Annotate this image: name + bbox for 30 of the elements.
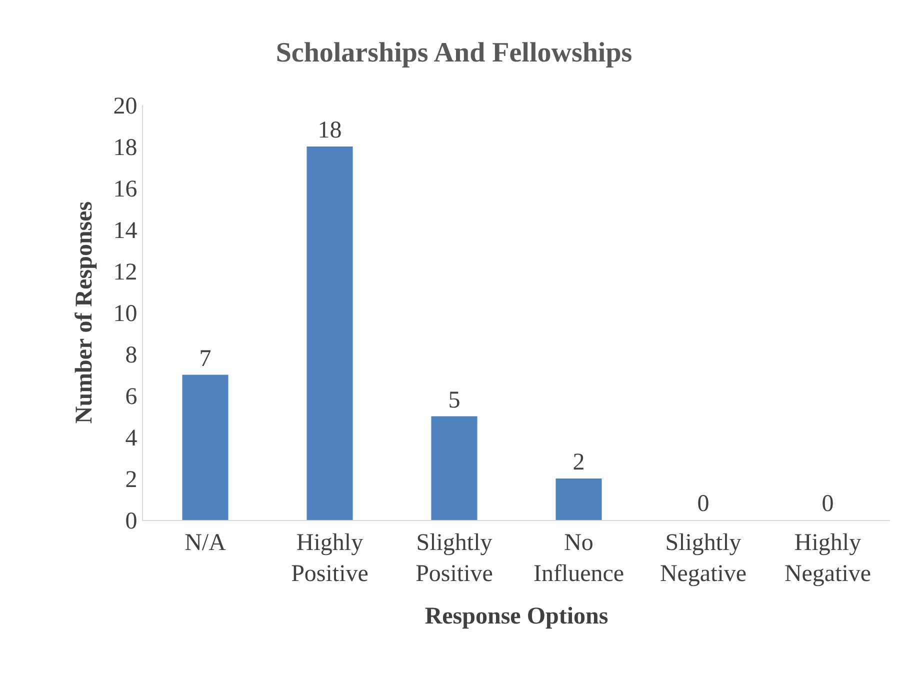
x-tick-label: Highly Negative xyxy=(784,530,872,587)
y-tick-label: 6 xyxy=(125,384,138,410)
y-tick-label: 20 xyxy=(113,93,138,120)
bar xyxy=(306,146,353,520)
y-tick-label: 2 xyxy=(125,466,138,493)
data-label: 18 xyxy=(318,118,342,144)
x-tick-label: Slightly Positive xyxy=(416,530,493,587)
y-tick-label: 10 xyxy=(113,300,138,327)
y-tick-label: 18 xyxy=(113,134,138,161)
x-axis-title: Response Options xyxy=(424,603,608,630)
y-tick-label: 16 xyxy=(113,176,138,202)
chart-title: Scholarships And Fellowships xyxy=(276,37,632,68)
bar xyxy=(556,478,602,520)
y-tick-label: 8 xyxy=(125,342,138,368)
data-label: 0 xyxy=(697,491,710,517)
data-label: 0 xyxy=(822,491,834,517)
x-tick-label: No Influence xyxy=(533,530,624,587)
y-tick-label: 14 xyxy=(113,218,138,244)
bar xyxy=(431,416,478,520)
data-label: 2 xyxy=(572,450,585,476)
data-label: 5 xyxy=(448,387,460,414)
x-tick-label: Slightly Negative xyxy=(660,530,747,587)
y-tick-label: 4 xyxy=(125,425,138,452)
y-tick-label: 12 xyxy=(113,259,138,286)
x-tick-label: N/A xyxy=(184,530,227,556)
data-label: 7 xyxy=(199,346,212,372)
x-tick-label: Highly Positive xyxy=(291,530,368,587)
bar xyxy=(182,374,228,520)
y-axis-title: Number of Responses xyxy=(71,201,98,424)
y-tick-label: 0 xyxy=(125,508,138,534)
